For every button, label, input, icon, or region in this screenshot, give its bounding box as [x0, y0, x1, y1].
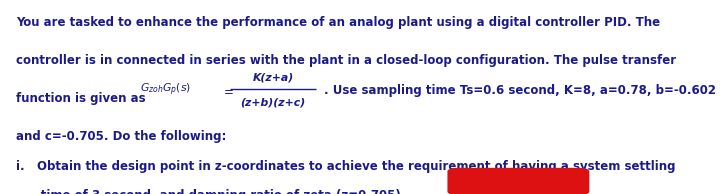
- Text: controller is in connected in series with the plant in a closed-loop configurati: controller is in connected in series wit…: [16, 54, 676, 67]
- FancyBboxPatch shape: [447, 168, 589, 194]
- Text: You are tasked to enhance the performance of an analog plant using a digital con: You are tasked to enhance the performanc…: [16, 16, 660, 29]
- Text: K(z+a): K(z+a): [253, 73, 293, 83]
- Text: time of 3 second, and damping ratio of zeta (z=0.705).: time of 3 second, and damping ratio of z…: [16, 189, 405, 194]
- Text: $=$: $=$: [221, 84, 234, 97]
- Text: and c=-0.705. Do the following:: and c=-0.705. Do the following:: [16, 130, 227, 143]
- Text: . Use sampling time Ts=0.6 second, K=8, a=0.78, b=-0.602: . Use sampling time Ts=0.6 second, K=8, …: [324, 84, 716, 97]
- Text: i.   Obtain the design point in z-coordinates to achieve the requirement of havi: i. Obtain the design point in z-coordina…: [16, 160, 675, 173]
- Text: $G_{zoh}G_p(s)$: $G_{zoh}G_p(s)$: [140, 82, 190, 98]
- Text: (z+b)(z+c): (z+b)(z+c): [240, 98, 306, 108]
- Text: function is given as: function is given as: [16, 92, 153, 105]
